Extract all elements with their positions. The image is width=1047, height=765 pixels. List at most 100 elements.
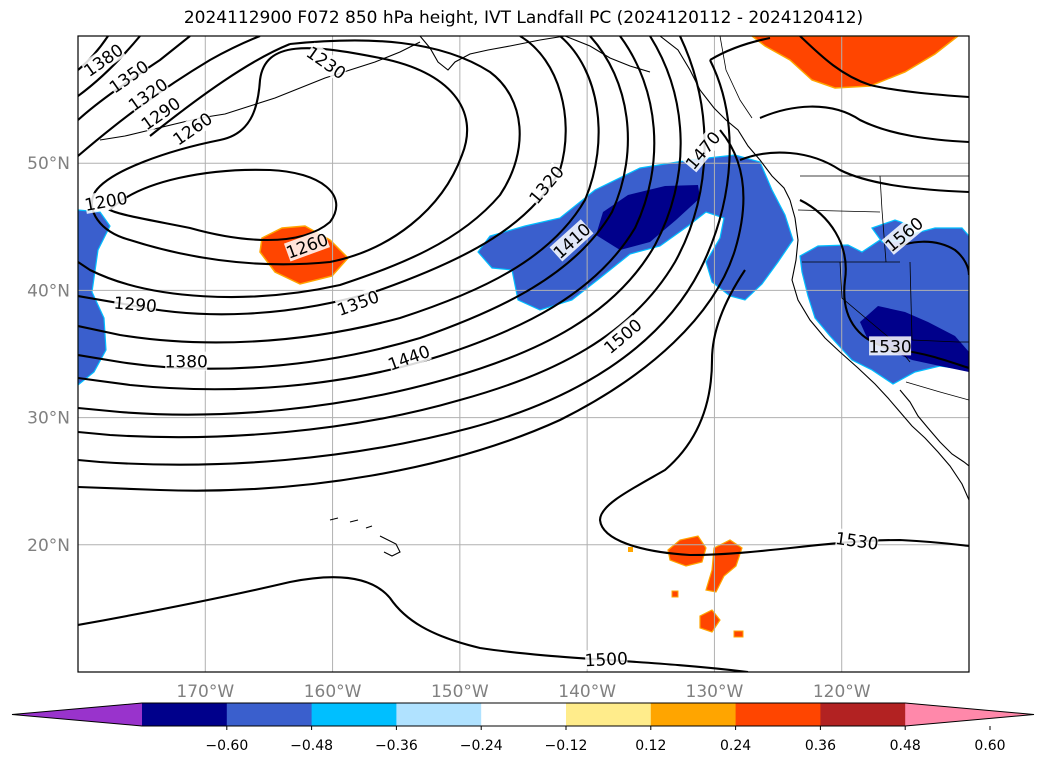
- plot-title: 2024112900 F072 850 hPa height, IVT Land…: [183, 8, 864, 28]
- colorbar-segment: [566, 703, 652, 726]
- contour-label-bg: [834, 528, 880, 553]
- coast-hawaii: [329, 517, 401, 557]
- shade-subtrop-d: [733, 630, 744, 638]
- border-az: [911, 339, 969, 343]
- colorbar-tick-label: 0.48: [890, 738, 921, 754]
- contour-1350: [78, 36, 629, 370]
- height-contours: [78, 36, 969, 672]
- lon-tick-label: 120°W: [813, 682, 871, 702]
- shade-westus-core: [860, 306, 969, 372]
- coast-gulf-alaska-inner: [564, 36, 651, 73]
- contour-1470: [78, 36, 771, 466]
- lat-tick-label: 30°N: [27, 409, 70, 429]
- colorbar-tick-label: 0.24: [720, 738, 751, 754]
- lon-tick-label: 160°W: [304, 682, 362, 702]
- border-wa-or: [797, 209, 881, 213]
- colorbar-segment: [650, 703, 737, 726]
- shade-nepac-core: [596, 185, 700, 250]
- map-background: [78, 36, 969, 672]
- contour-1560: [889, 240, 969, 276]
- colorbar-segment: [396, 703, 482, 726]
- lon-tick-label: 150°W: [431, 682, 489, 702]
- contour-1530-east: [739, 151, 969, 370]
- contour-label-bg: [125, 74, 171, 114]
- contour-label: 1290: [113, 292, 158, 318]
- colorbar-tick-label: 0.36: [805, 738, 836, 754]
- lat-tick-label: 20°N: [27, 536, 70, 556]
- colorbar-tick-label: 0.12: [635, 738, 666, 754]
- colorbar-segment: [820, 703, 906, 726]
- border-us-mexico: [905, 381, 969, 401]
- contour-label-bg: [549, 219, 594, 262]
- shade-subtrop-f: [628, 547, 633, 552]
- contour-1440: [78, 36, 706, 439]
- colorbar-outline: [11, 702, 1035, 727]
- political-borders: [719, 36, 969, 401]
- contour-label-text: 1380: [165, 353, 208, 373]
- shade-gulf-alaska: [750, 36, 960, 89]
- contour-label-bg: [303, 42, 350, 83]
- colorbar-tick-label: −0.12: [545, 738, 588, 754]
- contour-1200: [108, 168, 338, 241]
- contour-label-bg: [283, 229, 330, 262]
- colorbar-segment: [226, 703, 313, 726]
- contour-label: 1530: [834, 528, 880, 555]
- colorbar-tick-label: 0.60: [974, 738, 1005, 754]
- contour-label-bg: [584, 648, 628, 670]
- contour-label-bg: [385, 341, 432, 374]
- colorbar-extend-high: [905, 703, 1034, 726]
- shade-subtrop-e: [671, 590, 679, 598]
- lon-tick-label: 170°W: [176, 682, 234, 702]
- contour-label-bg: [525, 162, 567, 207]
- contour-label: 1530: [868, 336, 912, 357]
- border-nv-ut: [909, 261, 913, 341]
- contour-label-bg: [169, 108, 215, 149]
- lon-tick-labels: 170°W 160°W 150°W 140°W 130°W 120°W: [176, 682, 870, 702]
- contour-label-bg: [334, 286, 381, 319]
- colorbar-extend-low: [12, 703, 142, 726]
- lon-tick-label: 140°W: [558, 682, 616, 702]
- colorbar-segment: [481, 703, 567, 726]
- colorbar-segment: [735, 703, 821, 726]
- colorbar-segment: [311, 703, 397, 726]
- contour-label-bg: [869, 336, 912, 356]
- lat-tick-label: 50°N: [27, 154, 70, 174]
- coast-bc-panhandle: [659, 36, 791, 201]
- contour-label-bg: [105, 56, 152, 97]
- colorbar-tick-label: −0.36: [375, 738, 418, 754]
- contour-label-bg: [80, 39, 126, 80]
- contour-label-bg: [881, 213, 926, 255]
- shade-subtrop-c: [699, 609, 721, 633]
- contour-label-bg: [600, 315, 645, 357]
- contour-label-bg: [681, 127, 724, 173]
- colorbar-tick-label: −0.48: [290, 738, 333, 754]
- colorbar-segment: [142, 703, 228, 726]
- contour-label-bg: [113, 292, 158, 316]
- contour-1500-subtrop: [598, 269, 969, 557]
- colorbar-tick-label: −0.24: [460, 738, 503, 754]
- map-frame: [77, 35, 970, 673]
- colorbar: −0.60 −0.48 −0.36 −0.24 −0.12 0.12 0.24 0.36 0.4…: [11, 702, 1035, 754]
- contour-1260: [78, 39, 521, 299]
- contour-1380: [78, 36, 656, 391]
- coast-baja: [899, 389, 969, 467]
- contour-label-bg: [165, 351, 208, 371]
- contour-label-text: 1530: [868, 337, 911, 357]
- lon-tick-label: 130°W: [686, 682, 744, 702]
- contour-1410: [78, 36, 682, 416]
- lat-tick-label: 40°N: [27, 281, 70, 301]
- contour-label-bg: [137, 93, 184, 134]
- lat-tick-labels: 20°N 30°N 40°N 50°N: [27, 154, 70, 556]
- border-id-west: [879, 175, 887, 263]
- contour-1230: [90, 47, 468, 266]
- contour-label: 1500: [584, 648, 628, 671]
- coast-pnw-ca: [789, 199, 969, 501]
- contour-1290: [78, 36, 567, 316]
- contour-1500-north: [78, 36, 969, 492]
- contour-label-text: 1500: [584, 649, 628, 671]
- contour-label: 1380: [165, 351, 208, 373]
- colorbar-tick-label: −0.60: [205, 738, 248, 754]
- contour-label-text: 1290: [113, 294, 158, 318]
- contour-label-bg: [83, 187, 129, 214]
